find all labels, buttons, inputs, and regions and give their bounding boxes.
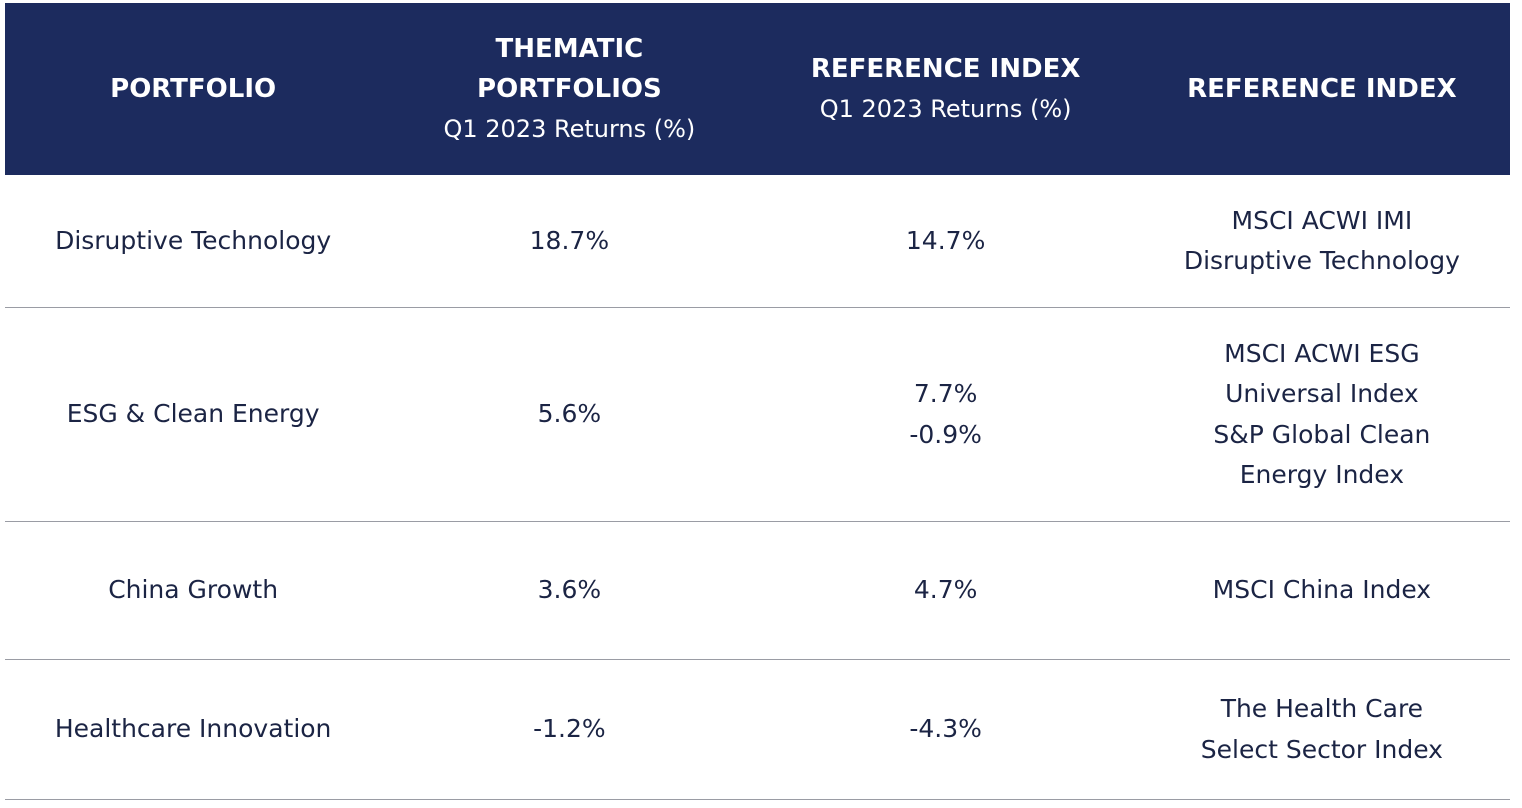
header-title: PORTFOLIOS xyxy=(477,74,662,104)
table-cell: 7.7% -0.9% xyxy=(758,308,1134,521)
header-title: REFERENCE INDEX xyxy=(1187,74,1457,104)
table-cell: 4.7% xyxy=(758,522,1134,659)
cell-text: 7.7% xyxy=(913,379,978,408)
header-subtitle: Q1 2023 Returns (%) xyxy=(819,95,1072,123)
table-row: ESG & Clean Energy 5.6% 7.7% -0.9% MSCI ACWI… xyxy=(5,308,1510,522)
header-subtitle: Q1 2023 Returns (%) xyxy=(443,115,696,143)
table-row: China Growth 3.6% 4.7% MSCI China Index xyxy=(5,522,1510,660)
header-title: THEMATIC xyxy=(495,34,644,64)
table-cell: MSCI ACWI ESG Universal Index S&P Global C… xyxy=(1134,308,1510,521)
returns-table: PORTFOLIO THEMATIC PORTFOLIOS Q1 2023 Retur… xyxy=(5,3,1510,800)
cell-text: Disruptive Technology xyxy=(1183,246,1460,275)
cell-text: Select Sector Index xyxy=(1200,734,1443,764)
table-cell: 14.7% xyxy=(758,175,1134,307)
table-row: Disruptive Technology 18.7% 14.7% MSCI ACWI… xyxy=(5,175,1510,308)
header-row: PORTFOLIO THEMATIC PORTFOLIOS Q1 2023 Retur… xyxy=(5,3,1510,175)
cell-text: ESG & Clean Energy xyxy=(66,399,320,429)
cell-text: 4.7% xyxy=(913,575,978,605)
header-title: PORTFOLIO xyxy=(110,74,277,104)
table-cell: -1.2% xyxy=(381,660,757,799)
cell-text: MSCI China Index xyxy=(1212,575,1432,605)
cell-text: S&P Global Clean xyxy=(1213,419,1431,449)
table-cell: 5.6% xyxy=(381,308,757,521)
header-cell: PORTFOLIO xyxy=(5,3,381,175)
header-cell: THEMATIC PORTFOLIOS Q1 2023 Returns (%) xyxy=(381,3,757,175)
cell-text: Healthcare Innovation xyxy=(54,714,332,744)
table-cell: Healthcare Innovation xyxy=(5,660,381,799)
table-row: Healthcare Innovation -1.2% -4.3% The Healt… xyxy=(5,660,1510,800)
table-cell: The Health Care Select Sector Index xyxy=(1134,660,1510,799)
cell-text: 14.7% xyxy=(905,225,986,255)
table-cell: 18.7% xyxy=(381,175,757,307)
cell-text: 5.6% xyxy=(537,399,602,429)
cell-text: -0.9% xyxy=(909,419,982,449)
cell-text: 18.7% xyxy=(529,225,610,255)
table-cell: MSCI ACWI IMI Disruptive Technology xyxy=(1134,175,1510,307)
cell-text: MSCI ACWI IMI xyxy=(1231,205,1413,235)
cell-text: Energy Index xyxy=(1239,460,1405,489)
table-cell: -4.3% xyxy=(758,660,1134,799)
table-cell: 3.6% xyxy=(381,522,757,659)
cell-text: Universal Index xyxy=(1225,379,1419,408)
cell-text: -4.3% xyxy=(909,714,982,744)
header-cell: REFERENCE INDEX xyxy=(1134,3,1510,175)
table-cell: China Growth xyxy=(5,522,381,659)
header-title: REFERENCE INDEX xyxy=(810,54,1081,84)
cell-text: China Growth xyxy=(108,575,279,605)
header-cell: REFERENCE INDEX Q1 2023 Returns (%) xyxy=(758,3,1134,175)
cell-text: Disruptive Technology xyxy=(55,225,332,255)
table-cell: Disruptive Technology xyxy=(5,175,381,307)
cell-text: The Health Care xyxy=(1220,694,1424,723)
cell-text: 3.6% xyxy=(537,575,602,605)
table-cell: ESG & Clean Energy xyxy=(5,308,381,521)
cell-text: MSCI ACWI ESG xyxy=(1224,338,1420,368)
cell-text: -1.2% xyxy=(533,714,606,744)
table-cell: MSCI China Index xyxy=(1134,522,1510,659)
